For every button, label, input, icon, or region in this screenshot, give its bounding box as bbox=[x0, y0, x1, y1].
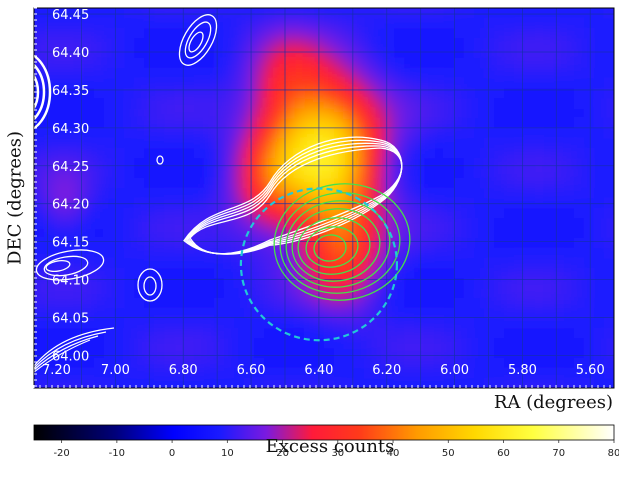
map-frame bbox=[33, 7, 615, 389]
white-contour bbox=[188, 31, 204, 53]
colorbar-tick-label: 60 bbox=[497, 448, 510, 459]
green-contour bbox=[291, 208, 381, 282]
coordinate-grid bbox=[34, 8, 614, 388]
white-contour bbox=[34, 54, 52, 130]
x-tick-label: 6.80 bbox=[169, 363, 198, 378]
green-contour bbox=[273, 183, 411, 301]
y-tick-label: 64.45 bbox=[52, 8, 89, 23]
colorbar-label: Excess counts bbox=[265, 436, 395, 457]
x-axis-label: RA (degrees) bbox=[493, 392, 613, 413]
colorbar-tick-label: 10 bbox=[221, 448, 234, 459]
y-tick-label: 64.15 bbox=[52, 236, 89, 251]
colorbar-tick-label: 50 bbox=[442, 448, 455, 459]
green-contour bbox=[297, 217, 371, 275]
green-contour bbox=[305, 226, 359, 268]
contours bbox=[34, 14, 411, 373]
y-tick-label: 64.35 bbox=[52, 84, 89, 99]
x-tick-label: 6.40 bbox=[304, 363, 333, 378]
y-tick-label: 64.05 bbox=[52, 311, 89, 326]
white-contour bbox=[178, 14, 218, 66]
white-contour bbox=[34, 63, 46, 121]
x-tick-label: 6.00 bbox=[440, 363, 469, 378]
colorbar-tick-label: -10 bbox=[109, 448, 125, 459]
x-tick-label: 6.60 bbox=[237, 363, 266, 378]
source-circle bbox=[239, 187, 399, 342]
colorbar-tick-label: 0 bbox=[169, 448, 175, 459]
y-tick-label: 64.10 bbox=[52, 274, 89, 289]
x-tick-label: 6.20 bbox=[372, 363, 401, 378]
white-contour bbox=[137, 268, 163, 302]
y-axis-label: DEC (degrees) bbox=[4, 131, 26, 265]
y-tick-label: 64.40 bbox=[52, 46, 89, 61]
white-contour bbox=[34, 331, 107, 369]
y-tick-label: 64.20 bbox=[52, 198, 89, 213]
white-contour bbox=[34, 339, 91, 373]
axis-ticks: 7.00 6.80 6.60 6.40 6.20 6.00 5.80 5.60 7.20 64.4… bbox=[33, 7, 611, 388]
colorbar-tick-label: 80 bbox=[608, 448, 619, 459]
white-contour bbox=[183, 136, 403, 255]
y-tick-label: 64.25 bbox=[52, 160, 89, 175]
white-contour bbox=[45, 260, 71, 272]
colorbar-tick-label: 70 bbox=[552, 448, 565, 459]
y-tick-label: 64.30 bbox=[52, 122, 89, 137]
x-tick-label: 7.00 bbox=[101, 363, 130, 378]
white-contour bbox=[35, 249, 105, 281]
colorbar-tick-label: 30 bbox=[331, 448, 344, 459]
x-tick-label: 7.20 bbox=[42, 363, 71, 378]
white-contour bbox=[143, 276, 157, 296]
x-tick-label: 5.80 bbox=[508, 363, 537, 378]
green-contour bbox=[279, 192, 401, 294]
white-contour bbox=[34, 73, 40, 111]
white-contour bbox=[184, 21, 212, 59]
colorbar-tick-label: 40 bbox=[387, 448, 400, 459]
green-contour bbox=[285, 200, 391, 288]
colorbar-tick-label: 20 bbox=[276, 448, 289, 459]
colorbar-ticks: -20 -10 0 10 20 30 40 50 60 70 80 bbox=[53, 440, 619, 459]
colorbar bbox=[33, 424, 615, 441]
white-contour bbox=[34, 327, 115, 367]
x-tick-label: 5.60 bbox=[576, 363, 605, 378]
white-contour bbox=[156, 155, 164, 165]
excess-count-map bbox=[34, 8, 614, 388]
colorbar-tick-label: -20 bbox=[53, 448, 69, 459]
white-contour bbox=[43, 255, 89, 277]
y-tick-label: 64.00 bbox=[52, 349, 89, 364]
green-contour bbox=[313, 234, 347, 262]
white-contour bbox=[34, 335, 99, 371]
